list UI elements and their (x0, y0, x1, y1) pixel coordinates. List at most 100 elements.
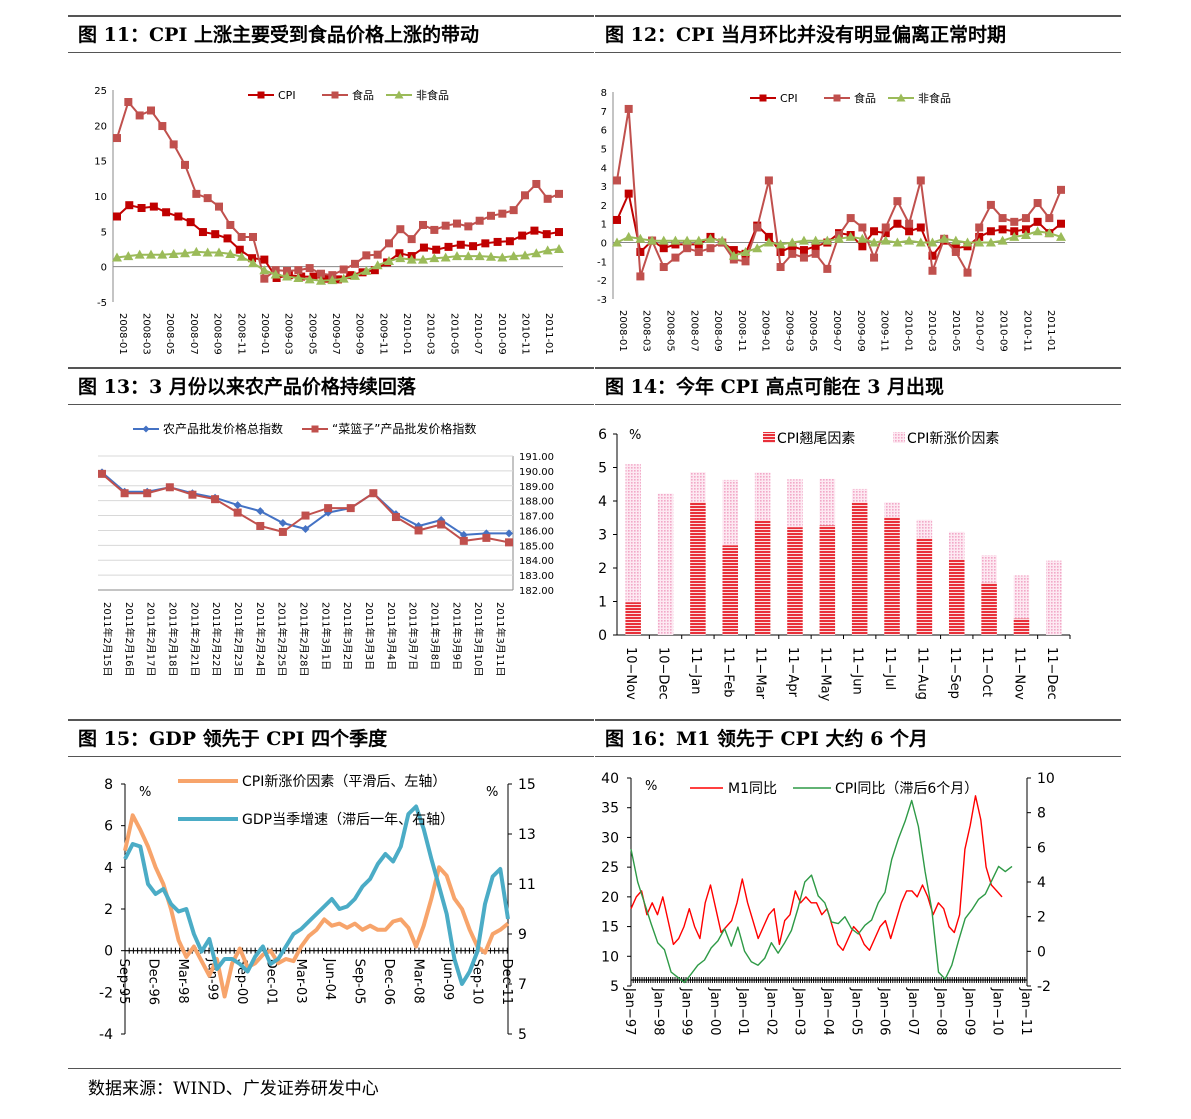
x-tick-label: 2008-09 (712, 310, 723, 352)
data-point (211, 230, 220, 239)
data-point (623, 231, 634, 241)
x-tick-label: 11−Dec (1044, 647, 1059, 700)
y-tick-label-left: 25 (601, 860, 619, 876)
data-point (555, 228, 563, 237)
bar-segment-CPI翘尾因素 (948, 559, 965, 635)
data-point (636, 272, 645, 281)
data-point (1021, 225, 1030, 234)
top-rule (595, 367, 1121, 369)
data-point (236, 251, 247, 261)
legend-label-1: CPI新涨价因素 (907, 431, 999, 447)
x-tick-label: Jan−00 (707, 987, 722, 1035)
legend-marker-2 (394, 90, 404, 99)
title-rule (68, 52, 594, 53)
panel-fig16: 图 16：M1 领先于 CPI 大约 6 个月 40 35 30 25 20 15 10 5 1… (595, 719, 1121, 1069)
data-point (165, 483, 174, 492)
x-tick-label: Mar-03 (293, 959, 308, 1004)
x-tick-label: 2011年3月1日 (319, 602, 332, 670)
y-tick-label: 5 (101, 227, 107, 238)
data-point (432, 245, 441, 254)
x-tick-label: 2008-07 (688, 310, 699, 352)
x-tick-label: 2009-03 (783, 310, 794, 352)
x-tick-label: 11−May (817, 647, 832, 702)
y-tick-label: 188.00 (519, 497, 554, 508)
x-tick-label: Jan−11 (1018, 987, 1033, 1035)
data-point (671, 253, 680, 262)
x-tick-label: Jan−08 (933, 987, 948, 1035)
x-tick-label: 11−Jan (688, 647, 703, 694)
data-point (418, 254, 428, 264)
data-point (986, 200, 995, 209)
data-point (373, 250, 382, 259)
x-tick-label: 2011年3月11日 (494, 602, 507, 677)
data-point (395, 253, 406, 263)
data-point (188, 490, 197, 499)
data-point (509, 206, 518, 215)
data-point (893, 197, 902, 206)
x-tick-label: Sep-05 (352, 959, 367, 1005)
bottom-rule (68, 1068, 1121, 1069)
x-tick-label: Jan−02 (763, 987, 778, 1035)
data-point (939, 233, 950, 243)
legend-marker-0 (759, 94, 767, 102)
data-point (1057, 219, 1065, 228)
data-point (391, 513, 400, 522)
x-tick-label: 2011年3月3日 (363, 602, 376, 670)
data-point (753, 223, 762, 232)
x-tick-label: 2009-09 (354, 313, 365, 355)
title-rule (68, 404, 594, 405)
data-point (505, 529, 513, 538)
x-tick-label: 2010-05 (448, 313, 459, 355)
data-point (554, 244, 564, 253)
chart-fig12: 8 7 6 5 4 3 2 1 0 -1 -2 -3 2008-01 2008-03 2008-05 2008… (597, 88, 1066, 352)
x-tick-label: 2011年3月2日 (341, 602, 354, 670)
data-point (260, 274, 269, 283)
data-point (237, 232, 246, 241)
data-point (1033, 217, 1042, 226)
data-point (659, 263, 668, 272)
y-tick-label: -2 (597, 276, 607, 287)
data-point (498, 209, 507, 218)
data-point (223, 234, 232, 243)
y-tick-label-left: 40 (601, 771, 619, 787)
data-point (324, 508, 333, 517)
data-point (997, 235, 1008, 245)
x-tick-label: 2008-09 (212, 313, 223, 355)
data-point (226, 220, 235, 229)
data-point (440, 252, 451, 262)
x-tick-label: Jan−97 (622, 987, 637, 1035)
bar-segment-CPI新涨价因素 (722, 479, 739, 546)
x-tick-label: 2010-03 (926, 310, 937, 352)
bar-segment-CPI翘尾因素 (981, 582, 997, 635)
title-rule (595, 404, 1121, 405)
legend-swatch-1 (893, 432, 905, 443)
data-point (317, 269, 325, 278)
legend-label-1: 食品 (854, 91, 876, 105)
y-tick-label: -1 (597, 257, 607, 268)
bar-segment-CPI新涨价因素 (625, 464, 641, 603)
data-point (683, 244, 692, 253)
data-point (810, 235, 821, 245)
chart-fig15: 8 6 4 2 0 -2 -4 15 13 11 9 7 5% % Sep-95 Dec-96 Mar-98 Ju… (99, 773, 536, 1043)
data-point (203, 194, 212, 203)
x-tick-label: Jan−06 (877, 987, 892, 1035)
y-tick-label-left: 8 (104, 777, 113, 793)
legend-label-1: GDP当季增速（滞后一年、右轴） (242, 812, 454, 828)
data-point (270, 269, 281, 279)
data-point (123, 251, 134, 261)
x-tick-label: 2010-01 (902, 310, 913, 352)
legend-marker-1 (833, 94, 841, 102)
x-tick-label: Mar-08 (411, 959, 426, 1004)
left-unit-label: % (139, 785, 151, 800)
bar-segment-CPI新涨价因素 (948, 531, 965, 560)
data-point (635, 233, 646, 243)
data-point (293, 272, 304, 282)
bar-segment-CPI翘尾因素 (690, 502, 706, 635)
x-tick-label: 2011年2月22日 (210, 602, 223, 677)
data-point (233, 501, 242, 510)
data-point (915, 237, 926, 247)
data-point (297, 272, 306, 281)
data-point (369, 489, 378, 498)
bar-segment-CPI新涨价因素 (690, 472, 706, 503)
x-tick-label: Dec-96 (145, 959, 160, 1005)
